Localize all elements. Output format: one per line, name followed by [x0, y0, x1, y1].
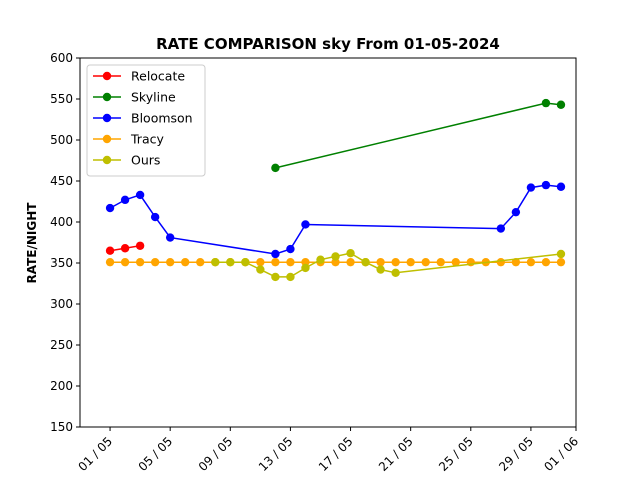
series-bloomson — [105, 180, 566, 259]
data-point-tracy — [196, 257, 205, 267]
data-point-tracy — [286, 257, 295, 267]
data-point-ours — [286, 272, 295, 282]
data-point-ours — [211, 257, 220, 267]
legend-marker — [102, 113, 112, 123]
legend-marker — [102, 71, 112, 81]
y-tick-label: 350 — [50, 256, 73, 270]
legend-label: Relocate — [131, 69, 185, 84]
legend-label: Tracy — [130, 132, 164, 147]
data-point-relocate — [135, 241, 145, 250]
data-point-ours — [301, 263, 310, 273]
plot-frame — [79, 57, 577, 428]
data-point-bloomson — [541, 180, 551, 190]
data-point-bloomson — [105, 203, 115, 213]
data-point-bloomson — [135, 190, 145, 200]
y-tick-label: 250 — [50, 338, 73, 352]
data-point-tracy — [301, 257, 310, 267]
data-point-tracy — [391, 257, 400, 267]
data-point-tracy — [541, 257, 551, 267]
data-point-ours — [241, 257, 250, 267]
legend-label: Skyline — [131, 90, 176, 105]
y-tick-label: 200 — [50, 379, 73, 393]
data-point-tracy — [451, 257, 460, 267]
data-point-ours — [361, 257, 370, 267]
data-point-tracy — [271, 257, 280, 267]
data-point-ours — [271, 272, 280, 282]
series-tracy — [105, 257, 566, 267]
y-tick-label: 450 — [50, 174, 73, 188]
data-point-ours — [346, 248, 355, 258]
y-tick-label: 150 — [50, 420, 73, 434]
data-point-ours — [226, 257, 235, 267]
data-point-bloomson — [165, 233, 175, 242]
data-point-bloomson — [526, 183, 536, 192]
data-point-skyline — [541, 98, 551, 108]
data-point-tracy — [376, 257, 385, 267]
data-point-tracy — [331, 257, 340, 267]
legend-label: Bloomson — [131, 111, 193, 126]
data-point-bloomson — [271, 249, 280, 259]
series-skyline — [271, 98, 566, 173]
data-point-tracy — [556, 257, 566, 267]
data-point-bloomson — [496, 224, 506, 233]
legend-marker — [102, 155, 112, 165]
data-point-relocate — [105, 246, 115, 255]
data-point-tracy — [526, 257, 536, 267]
data-point-bloomson — [150, 212, 160, 222]
legend: Relocate Skyline Bloomson Tracy Ours — [86, 64, 206, 177]
data-point-ours — [556, 249, 566, 259]
series-ours — [211, 248, 566, 282]
data-point-skyline — [271, 163, 280, 173]
data-point-tracy — [496, 257, 506, 267]
data-point-ours — [256, 265, 265, 274]
legend-box — [86, 64, 206, 177]
data-point-skyline — [556, 100, 566, 109]
data-point-tracy — [165, 257, 175, 267]
legend-item-relocate: Relocate — [93, 69, 185, 84]
y-tick-label: 500 — [50, 133, 73, 147]
legend-marker — [102, 92, 112, 102]
data-point-ours — [376, 265, 385, 274]
legend-item-tracy: Tracy — [93, 132, 164, 147]
series-relocate — [105, 241, 145, 255]
data-point-bloomson — [120, 195, 130, 205]
data-point-tracy — [181, 257, 190, 267]
data-point-tracy — [120, 257, 130, 267]
data-point-tracy — [256, 257, 265, 267]
data-point-tracy — [436, 257, 445, 267]
data-point-ours — [391, 268, 400, 278]
data-point-tracy — [346, 257, 355, 267]
legend-label: Ours — [131, 153, 160, 168]
data-point-bloomson — [556, 182, 566, 191]
y-tick-label: 600 — [50, 51, 73, 65]
legend-marker — [102, 134, 112, 144]
y-axis-ticks: 150 200 250 300 350 400 450 500 550 600 — [50, 51, 80, 434]
y-axis-label: RATE/NIGHT — [25, 202, 39, 284]
data-point-tracy — [421, 257, 430, 267]
chart-title: RATE COMPARISON sky From 01-05-2024 — [156, 35, 500, 53]
y-tick-label: 550 — [50, 92, 73, 106]
legend-item-skyline: Skyline — [93, 90, 176, 105]
data-point-ours — [316, 255, 325, 264]
legend-item-bloomson: Bloomson — [93, 111, 193, 126]
data-point-tracy — [105, 257, 115, 267]
y-tick-label: 300 — [50, 297, 73, 311]
legend-item-ours: Ours — [93, 153, 160, 168]
data-point-tracy — [406, 257, 415, 267]
data-point-bloomson — [511, 207, 521, 217]
data-point-bloomson — [286, 244, 295, 254]
data-point-tracy — [150, 257, 160, 267]
data-point-bloomson — [301, 220, 310, 229]
data-point-ours — [331, 252, 340, 261]
y-tick-label: 400 — [50, 215, 73, 229]
data-point-relocate — [120, 244, 130, 253]
data-point-tracy — [135, 257, 145, 267]
series-layer — [105, 98, 566, 282]
